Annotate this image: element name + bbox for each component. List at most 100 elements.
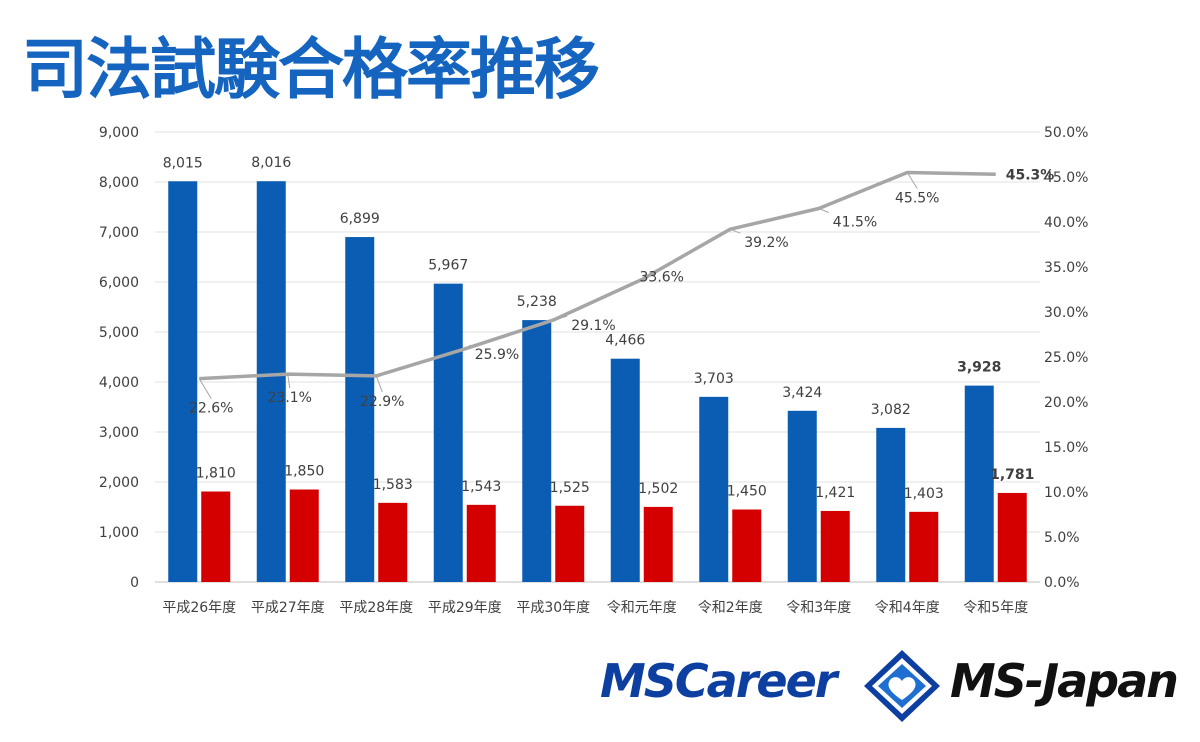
left-axis-tick: 6,000 [99,275,139,291]
rate-leader-line [198,378,212,399]
heart-diamond-icon [864,650,940,722]
ms-japan-logo: MS-Japan [950,654,1179,708]
x-axis-label: 令和3年度 [786,600,851,616]
x-axis-label: 令和元年度 [607,600,677,616]
right-axis-tick: 20.0% [1044,395,1088,411]
passers-bar [466,504,496,582]
rate-data-label: 22.9% [360,394,404,410]
x-axis-label: 令和2年度 [698,600,763,616]
applicants-data-label: 3,082 [871,402,911,418]
bars: 8,015 1,810 8,016 1,850 6,899 1,583 5,967 1,543… [163,155,1034,583]
mscareer-logo: MSCareer [600,654,837,708]
passers-data-label: 1,421 [815,485,855,501]
logo-area: MSCareer MS-Japan [600,648,1180,728]
right-axis-tick: 0.0% [1044,575,1080,591]
passers-data-label: 1,850 [284,464,324,480]
x-axis-label: 令和4年度 [875,600,940,616]
applicants-bar [522,320,552,582]
applicants-data-label: 3,424 [782,385,822,401]
rate-leader-line [287,374,291,389]
x-axis-label: 平成28年度 [339,600,413,616]
passers-bar [289,489,319,582]
applicants-data-label: 5,967 [428,258,468,274]
right-axis-tick: 15.0% [1044,440,1088,456]
applicants-bar [168,181,198,582]
applicants-bar [787,410,817,582]
passers-data-label: 1,525 [550,480,590,496]
left-axis-tick: 9,000 [99,125,139,141]
rate-data-label: 29.1% [571,318,615,334]
left-axis-tick: 8,000 [99,175,139,191]
rate-data-label: 33.6% [640,270,684,286]
left-axis-tick: 1,000 [99,525,139,541]
gridlines [155,131,1040,583]
rate-data-label: 22.6% [189,401,233,417]
applicants-data-label: 4,466 [605,333,645,349]
right-axis-tick: 40.0% [1044,215,1088,231]
right-axis-tick: 35.0% [1044,260,1088,276]
passers-bar [378,502,408,582]
left-axis-tick: 2,000 [99,475,139,491]
left-axis-tick: 5,000 [99,325,139,341]
right-axis-tick: 25.0% [1044,350,1088,366]
rate-leader-line [553,315,568,321]
passers-bar [997,492,1027,582]
left-axis-tick: 4,000 [99,375,139,391]
passers-data-label: 1,810 [196,466,236,482]
x-axis-labels: 平成26年度 平成27年度 平成28年度 平成29年度 平成30年度 令和元年度 令和2年度… [162,600,1028,616]
page-title: 司法試験合格率推移 [22,31,600,108]
passers-data-label: 1,583 [373,477,413,493]
rate-leader-line [906,172,918,189]
applicants-bar [699,396,729,582]
right-axis-tick: 45.0% [1044,170,1088,186]
applicants-data-label: 3,928 [957,360,1001,376]
x-axis-label: 平成30年度 [516,600,590,616]
rate-leader-line [375,375,383,393]
right-axis-tick: 50.0% [1044,125,1088,141]
applicants-bar [610,358,640,582]
applicants-data-label: 8,015 [163,155,203,171]
left-axis-tick: 0 [130,575,139,591]
left-axis-tick: 7,000 [99,225,139,241]
passers-bar [820,510,850,582]
passers-data-label: 1,403 [904,486,944,502]
passers-data-label: 1,450 [727,484,767,500]
passers-bar [201,491,231,582]
rate-leader-line [818,208,829,213]
rate-data-label: 25.9% [475,347,519,363]
applicants-bar [345,237,375,583]
passers-data-label: 1,543 [461,479,501,495]
right-axis-tick: 10.0% [1044,485,1088,501]
right-axis-tick: 5.0% [1044,530,1080,546]
right-axis-ticks: 0.0% 5.0% 10.0% 15.0% 20.0% 25.0% 30.0% 35.0% 40… [1044,125,1088,591]
rate-data-label: 39.2% [744,235,788,251]
x-axis-label: 平成29年度 [428,600,502,616]
x-axis-label: 令和5年度 [963,600,1028,616]
rate-data-label: 45.5% [895,191,939,207]
rate-leader-line [730,228,741,234]
rate-leader-line [464,344,472,350]
x-axis-label: 平成27年度 [251,600,325,616]
right-axis-tick: 30.0% [1044,305,1088,321]
applicants-data-label: 8,016 [251,155,291,171]
passers-bar [732,509,762,582]
pass-rate-line [199,170,996,381]
left-axis-tick: 3,000 [99,425,139,441]
rate-data-label: 45.3% [1006,167,1055,183]
applicants-bar [964,385,994,582]
passers-bar [643,506,673,582]
applicants-bar [433,283,463,582]
passers-bar [909,511,939,582]
applicants-data-label: 3,703 [694,371,734,387]
applicants-bar [256,181,286,582]
left-axis-ticks: 0 1,000 2,000 3,000 4,000 5,000 6,000 7,000 8,00… [99,125,139,591]
applicants-bar [876,427,906,582]
rate-line-group: 22.6% 23.1% 22.9% 25.9% 29.1% 33.6% 39.2% 41.5%… [189,167,1054,416]
passers-data-label: 1,502 [638,481,678,497]
x-axis-label: 平成26年度 [162,600,236,616]
applicants-data-label: 5,238 [517,294,557,310]
applicants-data-label: 6,899 [340,211,380,227]
passers-bar [555,505,585,582]
rate-data-label: 23.1% [268,390,312,406]
